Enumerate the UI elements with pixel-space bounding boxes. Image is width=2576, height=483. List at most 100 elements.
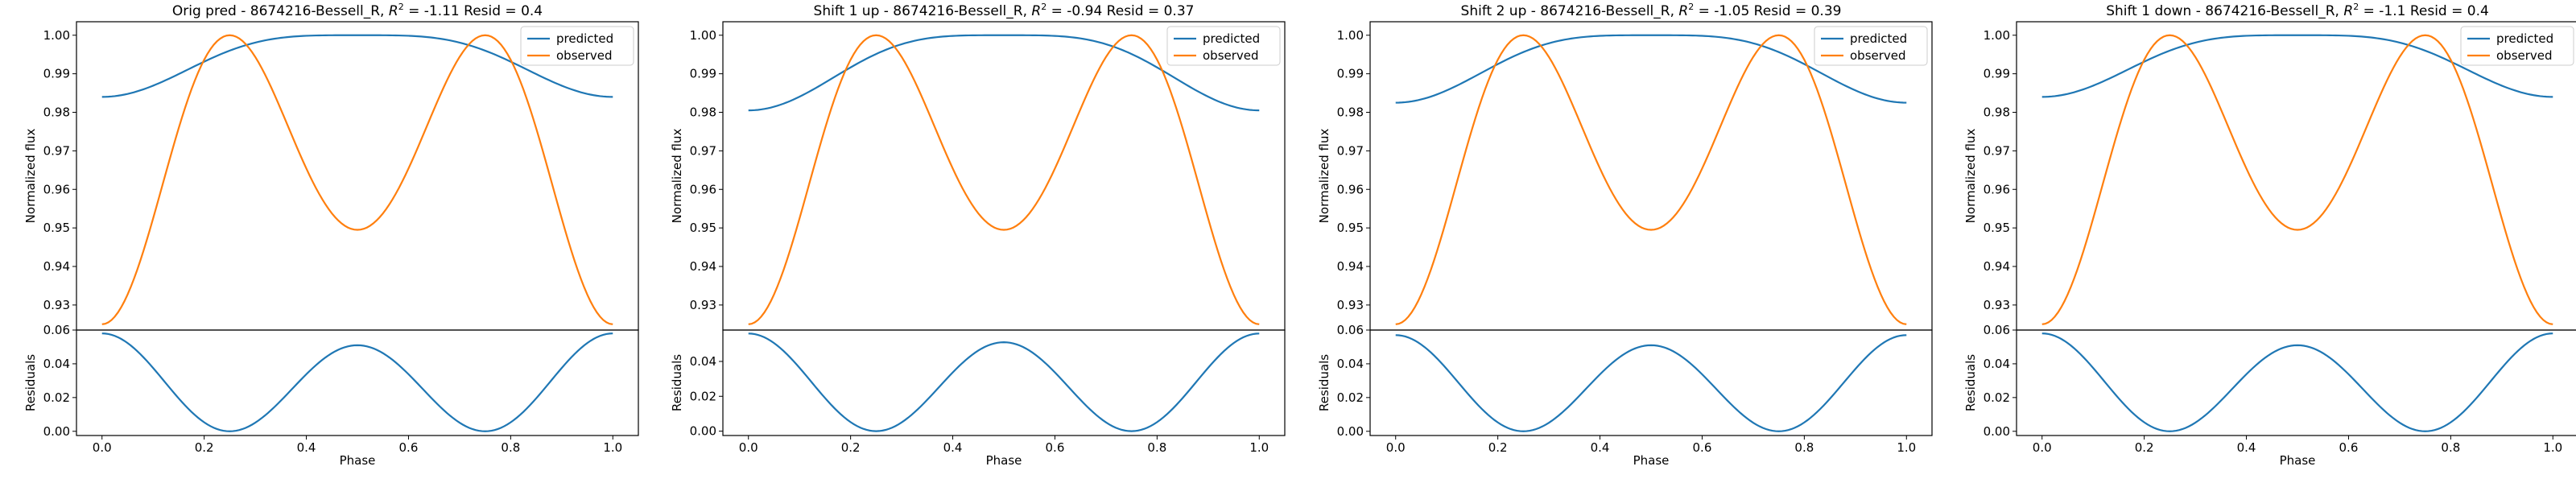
y-tick-label: 0.95 (43, 221, 70, 235)
y-tick-label: 0.94 (1984, 259, 2010, 274)
y-tick-label: 0.97 (43, 143, 70, 158)
y-tick-label: 0.97 (1337, 143, 1364, 158)
chart-title-suffix: Resid = 0.37 (1102, 3, 1194, 19)
resid-y-tick-label: 0.04 (1984, 357, 2010, 371)
y-tick-label: 0.99 (1984, 67, 2010, 81)
chart-title: Shift 1 down - 8674216-Bessell_R, R2 = -… (2106, 2, 2489, 19)
r-squared-equals: = (2359, 3, 2379, 19)
x-axis-label: Phase (986, 453, 1022, 468)
legend-label-predicted: predicted (556, 31, 613, 46)
residuals-series-line (748, 332, 1260, 432)
resid-y-tick-label: 0.02 (690, 389, 716, 403)
x-tick-label: 1.0 (603, 440, 622, 455)
x-axis-label: Phase (1633, 453, 1670, 468)
x-tick-label: 0.6 (2339, 440, 2359, 455)
y-tick-label: 0.94 (43, 259, 70, 274)
y-axis-label: Normalized flux (1317, 129, 1331, 224)
resid-y-axis-label: Residuals (1963, 354, 1978, 411)
legend: predicted observed (2460, 26, 2574, 66)
y-tick-label: 0.93 (43, 298, 70, 312)
y-tick-label: 0.98 (1984, 105, 2010, 120)
resid-y-tick-label: 0.02 (43, 390, 70, 405)
y-tick-label: 1.00 (1984, 28, 2010, 43)
r-squared-exponent: 2 (398, 2, 404, 12)
x-tick-label: 1.0 (1897, 440, 1916, 455)
y-tick-label: 0.99 (1337, 67, 1364, 81)
legend: predicted observed (520, 26, 634, 66)
resid-y-tick-label: 0.00 (43, 424, 70, 439)
legend-label-predicted: predicted (1203, 31, 1260, 46)
y-tick-label: 0.95 (1337, 221, 1364, 235)
predicted-series-line (101, 34, 613, 98)
x-tick-label: 0.6 (1693, 440, 1712, 455)
x-tick-label: 0.0 (739, 440, 758, 455)
observed-series-line (101, 34, 613, 325)
chart-title: Orig pred - 8674216-Bessell_R, R2 = -1.1… (172, 2, 543, 19)
y-tick-label: 0.97 (1984, 143, 2010, 158)
y-tick-label: 1.00 (43, 28, 70, 43)
chart-panel: Orig pred - 8674216-Bessell_R, R2 = -1.1… (23, 2, 639, 468)
x-tick-label: 0.2 (2135, 440, 2154, 455)
resid-y-tick-label: 0.04 (690, 354, 716, 369)
resid-y-tick-label: 0.00 (1337, 424, 1364, 439)
r-squared-symbol: R (389, 3, 398, 19)
chart-panel: Shift 2 up - 8674216-Bessell_R, R2 = -1.… (1317, 2, 1933, 468)
chart-title-suffix: Resid = 0.39 (1749, 3, 1841, 19)
resid-y-tick-label: 0.06 (1337, 323, 1364, 337)
residual-axes-frame (722, 329, 1286, 436)
r-squared-value: -1.11 (424, 3, 460, 19)
residuals-series-line (1395, 334, 1907, 432)
x-tick-label: 0.8 (501, 440, 520, 455)
x-tick-label: 0.6 (399, 440, 419, 455)
chart-title-prefix: Orig pred - 8674216-Bessell_R, (172, 3, 389, 19)
r-squared-equals: = (1694, 3, 1714, 19)
flux-axes-frame (2016, 21, 2576, 331)
y-axis-label: Normalized flux (670, 129, 684, 224)
legend-label-predicted: predicted (2496, 31, 2553, 46)
r-squared-equals: = (404, 3, 424, 19)
observed-series-line (1395, 34, 1907, 325)
resid-y-tick-label: 0.00 (690, 424, 716, 439)
r-squared-equals: = (1046, 3, 1067, 19)
y-tick-label: 0.98 (1337, 105, 1364, 120)
legend-label-observed: observed (556, 48, 613, 63)
x-tick-label: 1.0 (2543, 440, 2562, 455)
flux-axes-frame (76, 21, 639, 331)
chart-title: Shift 1 up - 8674216-Bessell_R, R2 = -0.… (814, 2, 1195, 19)
r-squared-exponent: 2 (1688, 2, 1694, 12)
y-tick-label: 0.93 (1337, 298, 1364, 312)
y-tick-label: 0.99 (690, 67, 716, 81)
resid-y-tick-label: 0.06 (1984, 323, 2010, 337)
residuals-series-line (2041, 332, 2553, 432)
y-tick-label: 0.98 (690, 105, 716, 120)
x-tick-label: 0.8 (1147, 440, 1166, 455)
chart-panel: Shift 1 up - 8674216-Bessell_R, R2 = -0.… (670, 2, 1286, 468)
r-squared-symbol: R (1678, 3, 1688, 19)
legend: predicted observed (1166, 26, 1281, 66)
resid-y-tick-label: 0.02 (1984, 390, 2010, 405)
chart-title-prefix: Shift 1 up - 8674216-Bessell_R, (814, 3, 1032, 19)
observed-series-line (748, 34, 1260, 325)
r-squared-value: -0.94 (1067, 3, 1102, 19)
x-tick-label: 0.2 (195, 440, 214, 455)
predicted-series-line (2041, 34, 2553, 98)
y-tick-label: 0.93 (1984, 298, 2010, 312)
r-squared-value: -1.05 (1714, 3, 1749, 19)
chart-title-prefix: Shift 2 up - 8674216-Bessell_R, (1461, 3, 1679, 19)
r-squared-exponent: 2 (2353, 2, 2359, 12)
y-tick-label: 0.96 (1984, 182, 2010, 196)
chart-title-suffix: Resid = 0.4 (2405, 3, 2488, 19)
flux-axes-frame (722, 21, 1286, 331)
resid-y-tick-label: 0.06 (43, 323, 70, 337)
x-axis-label: Phase (2280, 453, 2316, 468)
y-axis-label: Normalized flux (23, 129, 38, 224)
resid-y-axis-label: Residuals (1317, 354, 1331, 411)
flux-axes-frame (1369, 21, 1933, 331)
y-tick-label: 0.93 (690, 298, 716, 312)
chart-title: Shift 2 up - 8674216-Bessell_R, R2 = -1.… (1461, 2, 1842, 19)
x-tick-label: 0.0 (2033, 440, 2052, 455)
y-tick-label: 1.00 (1337, 28, 1364, 43)
x-tick-label: 0.8 (1794, 440, 1814, 455)
residual-axes-frame (1369, 329, 1933, 436)
y-tick-label: 0.95 (1984, 221, 2010, 235)
